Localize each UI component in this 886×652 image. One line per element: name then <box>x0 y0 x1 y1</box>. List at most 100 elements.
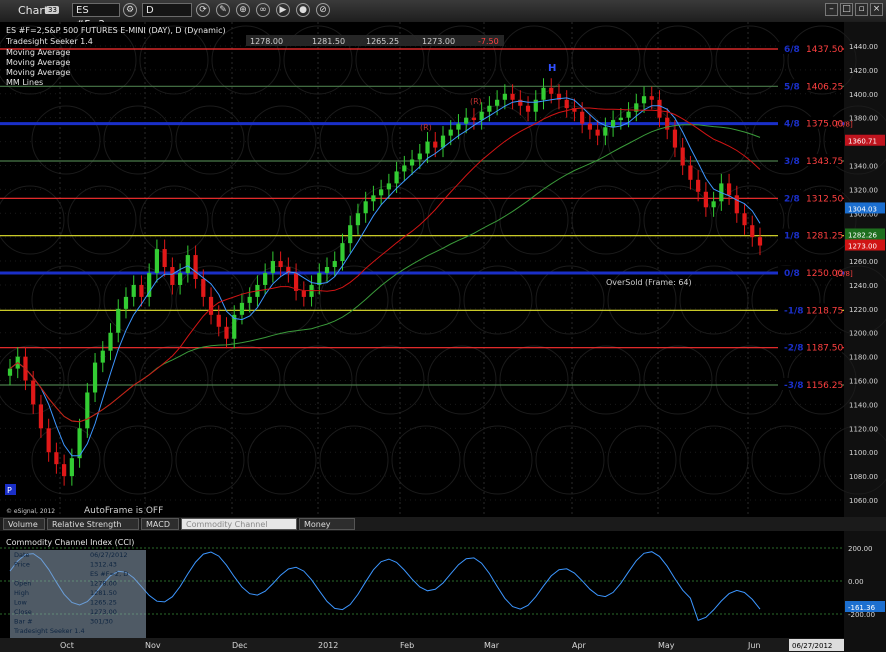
candle-body <box>394 171 399 184</box>
mm-value-5-8: 1406.25 <box>806 82 843 92</box>
watermark-circle <box>211 185 281 255</box>
candle-body <box>247 296 252 303</box>
watermark-circle <box>211 345 281 415</box>
candle-body <box>340 243 345 262</box>
candle-body <box>371 195 376 202</box>
draw-tool-icon[interactable]: ✎ <box>216 3 230 17</box>
background-watermark <box>0 25 886 495</box>
restore-button[interactable]: ▫ <box>855 3 868 16</box>
candle-body <box>54 452 59 465</box>
mm-value-6-8: 1437.50 <box>806 45 843 55</box>
mm-label-bg <box>778 191 842 204</box>
autoframe-label: AutoFrame is OFF <box>84 506 163 516</box>
close-button[interactable]: × <box>870 3 883 16</box>
watermark-circle <box>607 425 677 495</box>
tab-volume[interactable]: Volume <box>3 518 45 530</box>
watermark-circle <box>319 265 389 335</box>
candle-body <box>131 284 136 297</box>
p-badge-label: P <box>7 486 12 495</box>
settings-icon[interactable]: ⚙ <box>123 3 137 17</box>
watermark-circle <box>0 345 65 415</box>
watermark-circle <box>535 425 605 495</box>
tab-cci[interactable]: Commodity Channel Index (CCI) <box>181 518 297 541</box>
play-icon[interactable]: ▶ <box>276 3 290 17</box>
refresh-icon[interactable]: ⟳ <box>196 3 210 17</box>
candle-body <box>239 302 245 315</box>
candle-body <box>726 183 732 196</box>
candle-body <box>108 332 113 351</box>
candle-body <box>69 458 74 477</box>
tab-rsi[interactable]: Relative Strength Index <box>47 518 139 541</box>
cci-pane[interactable]: Commodity Channel Index (CCI) 200.00 0.00… <box>0 531 886 652</box>
candle-body <box>278 261 283 268</box>
watermark-circle <box>535 105 605 175</box>
candle-body <box>177 273 183 285</box>
cursor-field-label: Date <box>14 551 30 559</box>
watermark-circle <box>643 25 713 95</box>
price-tick-label: 1240.00 <box>849 282 878 290</box>
mm-label-bg <box>778 116 842 129</box>
watermark-circle <box>499 25 569 95</box>
price-tick-label: 1200.00 <box>849 330 878 338</box>
candle-body <box>618 117 623 121</box>
r-marker-1: (R) <box>470 97 482 106</box>
candle-body <box>680 147 685 166</box>
watermark-circle <box>247 425 317 495</box>
r-marker-2: (R) <box>420 123 432 132</box>
date-axis-label: Apr <box>572 641 587 650</box>
candle-body <box>332 261 337 268</box>
candle-body <box>703 191 708 208</box>
study-label-1: Moving Average <box>6 48 70 57</box>
candle-body <box>580 111 585 124</box>
price-tick-label: 1160.00 <box>849 378 878 386</box>
candle-body <box>301 290 306 297</box>
candle-body <box>665 117 670 130</box>
candle-body <box>355 213 361 226</box>
zoom-icon[interactable]: ⊕ <box>236 3 250 17</box>
cursor-field-label: Tradesight Seeker 1.4 <box>13 627 85 635</box>
interval-input[interactable]: D <box>142 3 192 17</box>
price-chart[interactable]: 6/8 1437.50 5/8 1406.25 4/8 1375.00[3/8] 3/8 13… <box>0 22 886 517</box>
mm-label--1-8: -1/8 <box>784 306 804 316</box>
candle-body <box>208 296 214 315</box>
candle-body <box>518 99 523 106</box>
candle-body <box>116 308 121 333</box>
tab-money-flow[interactable]: Money Flow <box>299 518 355 541</box>
record-icon[interactable]: ● <box>296 3 310 17</box>
p-badge[interactable] <box>5 484 16 495</box>
cci-title: Commodity Channel Index (CCI) <box>6 538 134 547</box>
indicator-tabs: Volume Relative Strength Index MACD Comm… <box>0 517 886 541</box>
cursor-icon[interactable]: ⊘ <box>316 3 330 17</box>
tab-macd[interactable]: MACD <box>141 518 179 530</box>
price-tick-label: 1380.00 <box>849 115 878 123</box>
minimize-button[interactable]: – <box>825 3 838 16</box>
cursor-field-value: 1273.00 <box>90 608 117 616</box>
candle-body <box>139 284 144 297</box>
watermark-circle <box>31 105 101 175</box>
watermark-circle <box>139 345 209 415</box>
price-axis: 1060.00 1080.00 1100.00 1120.00 1140.00 1160.… <box>849 43 878 505</box>
candle-body <box>495 99 500 106</box>
symbol-input[interactable]: ES #F=2 <box>72 3 120 30</box>
candle-body <box>440 135 446 148</box>
candle-body <box>363 201 368 214</box>
watermark-circle <box>31 425 101 495</box>
cci-level-label: -200.00 <box>848 611 875 619</box>
price-tick-label: 1220.00 <box>849 306 878 314</box>
watermark-circle <box>823 425 886 495</box>
maximize-button[interactable]: □ <box>840 3 853 16</box>
link-icon[interactable]: ∞ <box>256 3 270 17</box>
watermark-circle <box>463 425 533 495</box>
candle-body <box>232 314 237 339</box>
cci-last-tag: -161.36 <box>848 604 876 612</box>
watermark-circle <box>679 105 749 175</box>
candle-body <box>379 189 384 196</box>
cursor-field-value: 1278.00 <box>90 580 117 588</box>
date-axis-label: May <box>658 641 675 650</box>
price-tag-label: 1282.26 <box>848 231 877 239</box>
mm-label--2-8: -2/8 <box>784 344 804 354</box>
candle-body <box>286 267 291 273</box>
candle-body <box>734 195 739 214</box>
candle-body <box>293 273 299 291</box>
